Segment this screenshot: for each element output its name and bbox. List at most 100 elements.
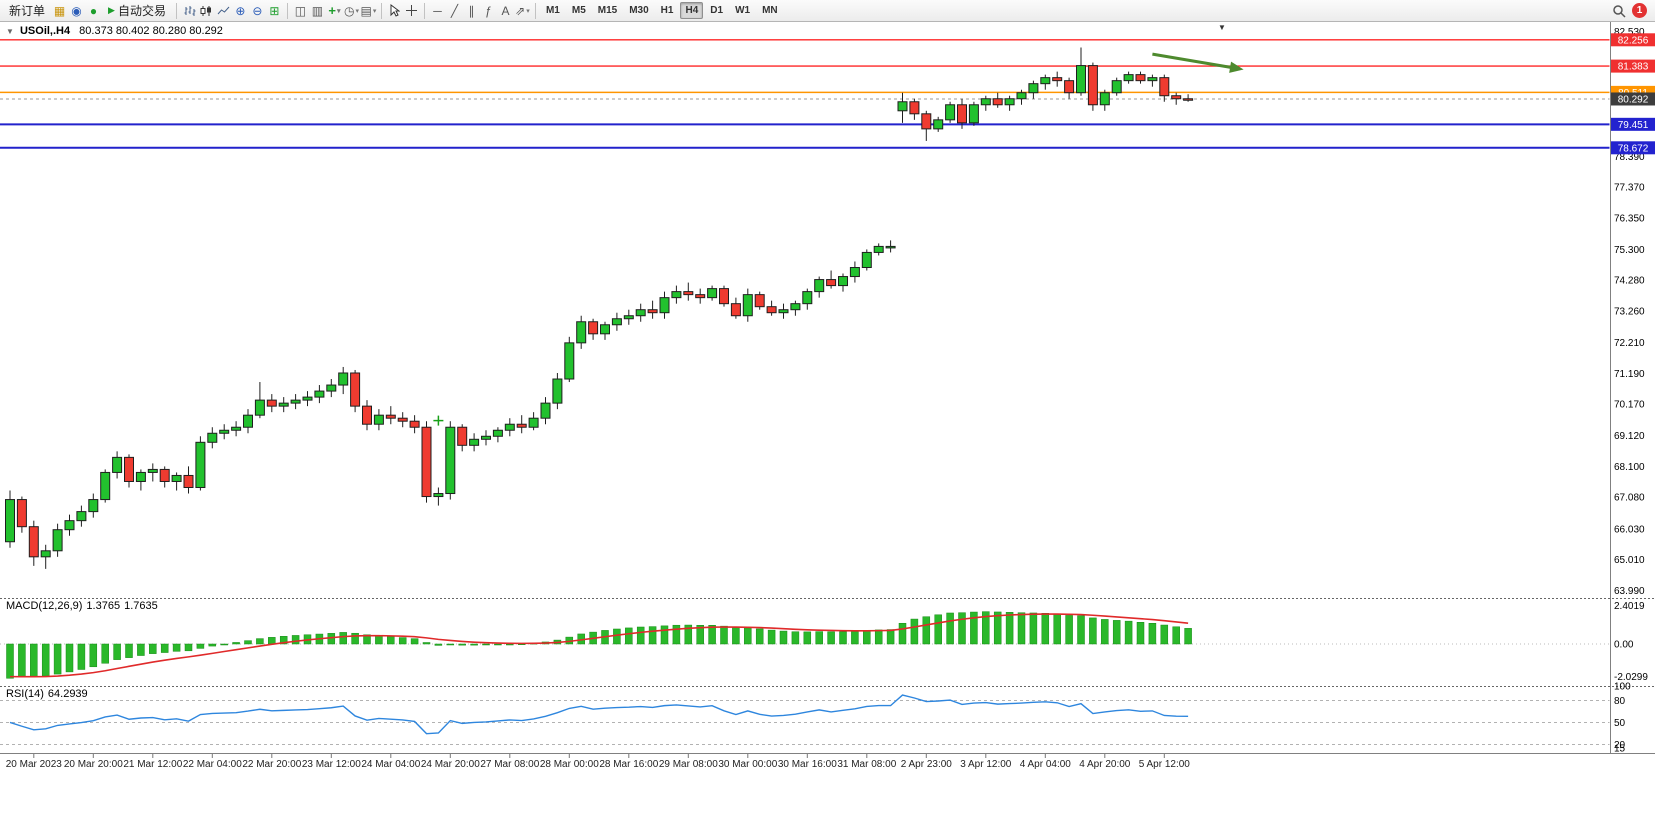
bar-chart-icon[interactable] [181, 2, 198, 20]
cascade-windows-icon[interactable]: ▥ [311, 3, 324, 18]
svg-text:15: 15 [1614, 744, 1626, 755]
rsi-levels [0, 700, 1610, 745]
tile-windows-icon[interactable]: ⊞ [269, 3, 280, 18]
market-watch-icon[interactable]: ● [89, 3, 98, 18]
horizontal-line-tool-icon[interactable]: ─ [433, 3, 442, 18]
svg-text:68.100: 68.100 [1614, 462, 1645, 473]
text-tool-icon[interactable]: A [501, 3, 510, 18]
svg-text:65.010: 65.010 [1614, 555, 1645, 566]
arrange-windows-icon[interactable]: ◫ [294, 3, 307, 18]
svg-text:69.120: 69.120 [1614, 431, 1645, 442]
svg-text:3 Apr 12:00: 3 Apr 12:00 [960, 759, 1012, 770]
svg-text:82.256: 82.256 [1618, 35, 1649, 46]
ohlc-values: 80.373 80.402 80.280 80.292 [79, 25, 223, 37]
price-hlines[interactable] [0, 39, 1610, 149]
crosshair-icon[interactable] [403, 2, 420, 20]
macd-signal-value: 1.7635 [124, 600, 158, 612]
arrow-annotation[interactable] [1152, 52, 1244, 73]
timeframe-mn-button[interactable]: MN [762, 5, 778, 16]
indicators-button[interactable]: + ▾ [328, 3, 341, 18]
svg-text:24 Mar 04:00: 24 Mar 04:00 [361, 759, 420, 770]
svg-text:80.292: 80.292 [1618, 94, 1649, 105]
candlestick-chart-icon[interactable] [198, 2, 215, 20]
macd-value: 1.3765 [86, 600, 121, 612]
toolbar-separator [286, 2, 288, 19]
svg-text:28 Mar 16:00: 28 Mar 16:00 [599, 759, 658, 770]
toolbar: 新订单 ▦ ◉ ● ▶ 自动交易 ⊕ ⊖ ⊞ ◫ ▥ + ▾ ◷ ▾ ▤ ▾ ─ ╱ … [0, 0, 1655, 22]
svg-text:22 Mar 04:00: 22 Mar 04:00 [183, 759, 242, 770]
timeframe-m30-button[interactable]: M30 [629, 5, 649, 16]
svg-text:50: 50 [1614, 718, 1626, 729]
svg-text:28 Mar 00:00: 28 Mar 00:00 [540, 759, 599, 770]
timeframe-m5-button[interactable]: M5 [571, 5, 586, 16]
toolbar-separator [423, 2, 425, 19]
line-chart-icon[interactable] [215, 2, 232, 20]
channel-tool-icon[interactable]: ∥ [468, 3, 475, 18]
svg-text:71.190: 71.190 [1614, 369, 1645, 380]
toolbar-separator [175, 2, 177, 19]
svg-text:66.030: 66.030 [1614, 524, 1645, 535]
periods-button[interactable]: ◷ ▾ [343, 3, 359, 18]
macd-histogram [6, 611, 1192, 679]
new-chart-icon[interactable]: ▦ [53, 3, 66, 18]
timeframe-h1-button[interactable]: H1 [660, 5, 674, 16]
svg-text:73.260: 73.260 [1614, 306, 1645, 317]
chart-title: ▼ USOil,.H4 80.373 80.402 80.280 80.292 [6, 25, 223, 37]
svg-text:75.300: 75.300 [1614, 245, 1645, 256]
profiles-icon[interactable]: ◉ [71, 3, 82, 18]
rsi-value: 64.2939 [47, 688, 88, 700]
svg-text:-2.0299: -2.0299 [1614, 672, 1648, 683]
templates-button[interactable]: ▤ ▾ [360, 3, 377, 18]
rsi-indicator-label: RSI(14) 64.2939 [6, 688, 92, 700]
svg-text:78.390: 78.390 [1614, 152, 1645, 163]
svg-text:100: 100 [1614, 682, 1631, 693]
svg-text:77.370: 77.370 [1614, 183, 1645, 194]
pane-separators [0, 22, 1655, 754]
caret-down-icon: ▾ [336, 7, 341, 15]
svg-text:67.080: 67.080 [1614, 493, 1645, 504]
autotrading-button[interactable]: ▶ 自动交易 [102, 2, 172, 20]
timeframe-d1-button[interactable]: D1 [710, 5, 724, 16]
svg-text:0.00: 0.00 [1614, 640, 1634, 651]
play-icon: ▶ [108, 5, 115, 15]
svg-text:79.451: 79.451 [1618, 120, 1649, 131]
cross-marker [433, 415, 444, 426]
timeframe-w1-button[interactable]: W1 [735, 5, 751, 16]
zoom-out-icon[interactable]: ⊖ [252, 3, 263, 18]
svg-text:2 Apr 23:00: 2 Apr 23:00 [901, 759, 953, 770]
macd-signal-line [9, 613, 1189, 678]
toolbar-separator [534, 2, 536, 19]
chevron-down-icon[interactable]: ▼ [6, 27, 14, 36]
cursor-icon[interactable] [386, 2, 403, 20]
svg-text:78.672: 78.672 [1618, 143, 1649, 154]
macd-name: MACD(12,26,9) [6, 600, 83, 612]
caret-down-icon: ▾ [355, 7, 359, 15]
toolbar-separator [380, 2, 382, 19]
svg-text:30 Mar 16:00: 30 Mar 16:00 [778, 759, 837, 770]
caret-down-icon: ▾ [526, 7, 530, 15]
trendline-tool-icon[interactable]: ╱ [450, 3, 459, 18]
svg-text:23 Mar 12:00: 23 Mar 12:00 [302, 759, 361, 770]
svg-text:27 Mar 08:00: 27 Mar 08:00 [480, 759, 539, 770]
chart-shift-marker-icon[interactable]: ▼ [1218, 23, 1226, 32]
zoom-in-icon[interactable]: ⊕ [235, 3, 246, 18]
new-order-button[interactable]: 新订单 [3, 2, 51, 20]
svg-text:21 Mar 12:00: 21 Mar 12:00 [123, 759, 182, 770]
search-icon[interactable] [1610, 2, 1627, 20]
svg-text:82.530: 82.530 [1614, 27, 1645, 38]
caret-down-icon: ▾ [372, 7, 377, 15]
svg-text:31 Mar 08:00: 31 Mar 08:00 [837, 759, 896, 770]
svg-text:30 Mar 00:00: 30 Mar 00:00 [718, 759, 777, 770]
timeframe-m1-button[interactable]: M1 [545, 5, 560, 16]
arrows-tool-icon[interactable]: ⇗ ▾ [515, 3, 530, 18]
svg-text:20 Mar 2023: 20 Mar 2023 [6, 759, 63, 770]
fibonacci-tool-icon[interactable]: ƒ [485, 3, 492, 18]
notification-badge[interactable]: 1 [1632, 3, 1647, 18]
svg-text:74.280: 74.280 [1614, 276, 1645, 287]
timeframe-h4-button[interactable]: H4 [680, 2, 704, 19]
svg-text:70.170: 70.170 [1614, 400, 1645, 411]
timeframe-m15-button[interactable]: M15 [597, 5, 618, 16]
symbol-period-label: USOil,.H4 [19, 25, 71, 37]
